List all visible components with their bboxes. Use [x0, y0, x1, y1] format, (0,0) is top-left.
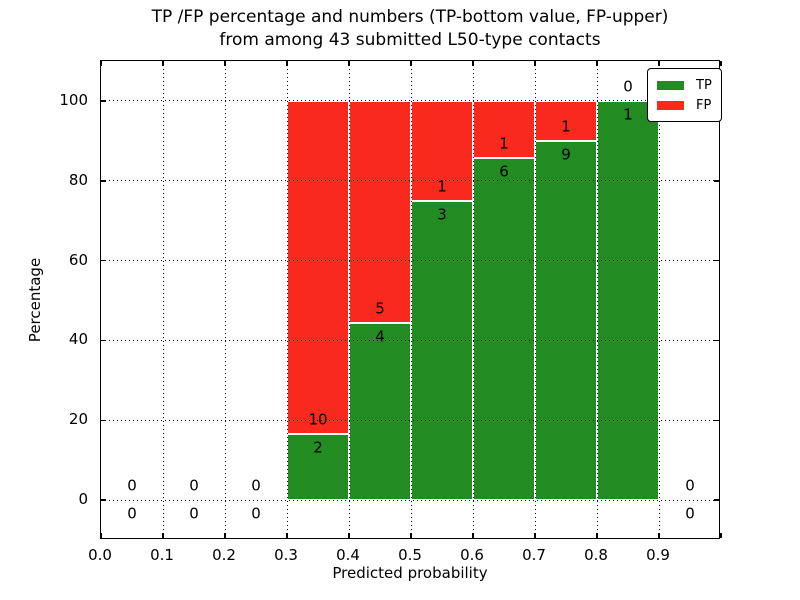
- bar-segment-tp: [535, 140, 597, 501]
- tp-count-label: 0: [251, 504, 261, 523]
- fp-count-label: 0: [251, 476, 261, 495]
- x-tick-label: 0.9: [646, 546, 670, 564]
- tp-count-label: 9: [561, 145, 571, 164]
- bar-segment-tp: [411, 200, 473, 501]
- y-tick-label: 80: [68, 170, 88, 189]
- legend-item-tp: TP: [657, 75, 712, 95]
- chart-title: TP /FP percentage and numbers (TP-bottom…: [100, 6, 720, 52]
- fp-count-label: 0: [685, 476, 695, 495]
- bar-segment-tp: [287, 433, 349, 501]
- bar-segment-fp: [473, 100, 535, 158]
- fp-count-label: 1: [499, 134, 509, 153]
- legend-fp-swatch-icon: [657, 100, 684, 110]
- tp-count-label: 6: [499, 162, 509, 181]
- chart-title-line2: from among 43 submitted L50-type contact…: [219, 30, 601, 50]
- bars-layer: [101, 61, 719, 538]
- x-tick-label: 0.6: [460, 546, 484, 564]
- tp-count-label: 2: [313, 438, 323, 457]
- plot-area: 0 0 0 0 0 0 10 2 5 4 1 3 1 6 1 9 0 1 0 0 TP FP: [100, 60, 722, 539]
- tp-count-label: 1: [623, 105, 633, 124]
- x-tick-label: 0.2: [212, 546, 236, 564]
- y-tick-label: 60: [68, 250, 88, 269]
- axis-tick: [100, 61, 102, 66]
- legend-item-fp: FP: [657, 95, 712, 115]
- x-tick-label: 0.0: [88, 546, 112, 564]
- annotations-layer: 0 0 0 0 0 0 10 2 5 4 1 3 1 6 1 9 0 1 0 0: [101, 61, 719, 538]
- x-tick-label: 0.1: [150, 546, 174, 564]
- axis-tick: [720, 61, 722, 66]
- x-tick-label: 0.5: [398, 546, 422, 564]
- fp-count-label: 0: [623, 77, 633, 96]
- tp-count-label: 0: [127, 504, 137, 523]
- axis-tick: [720, 533, 722, 538]
- fp-count-label: 5: [375, 299, 385, 318]
- y-tick-label: 20: [68, 410, 88, 429]
- legend-tp-label: TP: [696, 77, 712, 93]
- tp-count-label: 3: [437, 205, 447, 224]
- tp-count-label: 0: [685, 504, 695, 523]
- y-tick-label: 0: [78, 490, 88, 509]
- x-tick-label: 0.3: [274, 546, 298, 564]
- axis-tick: [100, 533, 102, 538]
- fp-count-label: 10: [308, 410, 328, 429]
- legend-fp-label: FP: [696, 97, 712, 113]
- x-tick-label: 0.7: [522, 546, 546, 564]
- tp-count-label: 4: [375, 327, 385, 346]
- fp-count-label: 0: [127, 476, 137, 495]
- y-tick-label: 40: [68, 330, 88, 349]
- bar-segment-tp: [473, 157, 535, 501]
- fp-count-label: 0: [189, 476, 199, 495]
- x-tick-label: 0.4: [336, 546, 360, 564]
- fp-count-label: 1: [437, 177, 447, 196]
- x-axis-label: Predicted probability: [332, 564, 488, 582]
- y-tick-label: 100: [59, 90, 88, 109]
- legend: TP FP: [647, 68, 722, 122]
- fp-count-label: 1: [561, 117, 571, 136]
- bar-segment-tp: [349, 322, 411, 501]
- tp-count-label: 0: [189, 504, 199, 523]
- bar-segment-fp: [287, 100, 349, 434]
- y-axis-label: Percentage: [26, 257, 44, 343]
- chart-title-line1: TP /FP percentage and numbers (TP-bottom…: [151, 7, 669, 27]
- legend-tp-swatch-icon: [657, 80, 684, 90]
- x-tick-label: 0.8: [584, 546, 608, 564]
